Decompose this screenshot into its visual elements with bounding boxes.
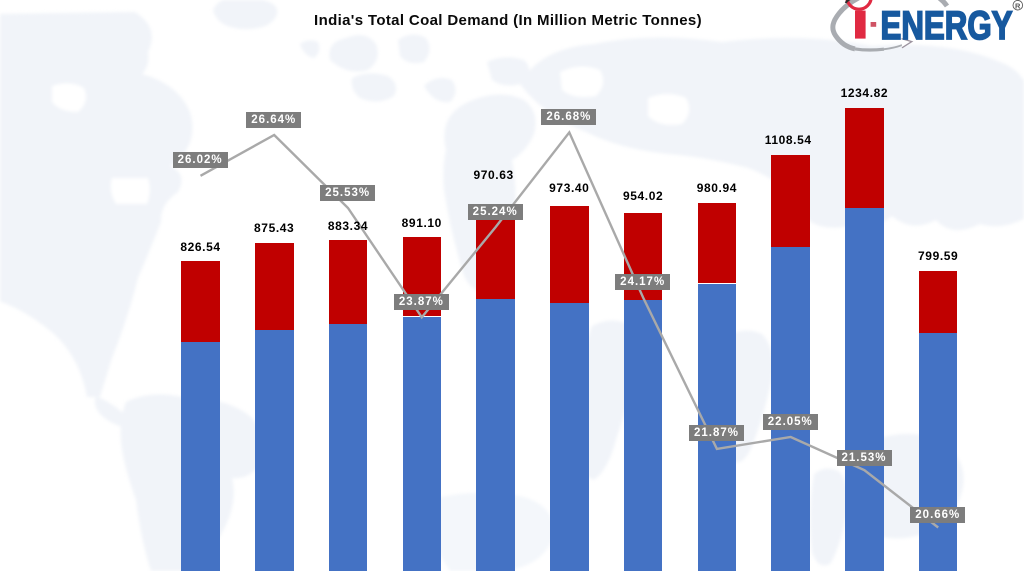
svg-text:R: R <box>1015 2 1021 11</box>
svg-text:ENERGY: ENERGY <box>881 4 1013 48</box>
